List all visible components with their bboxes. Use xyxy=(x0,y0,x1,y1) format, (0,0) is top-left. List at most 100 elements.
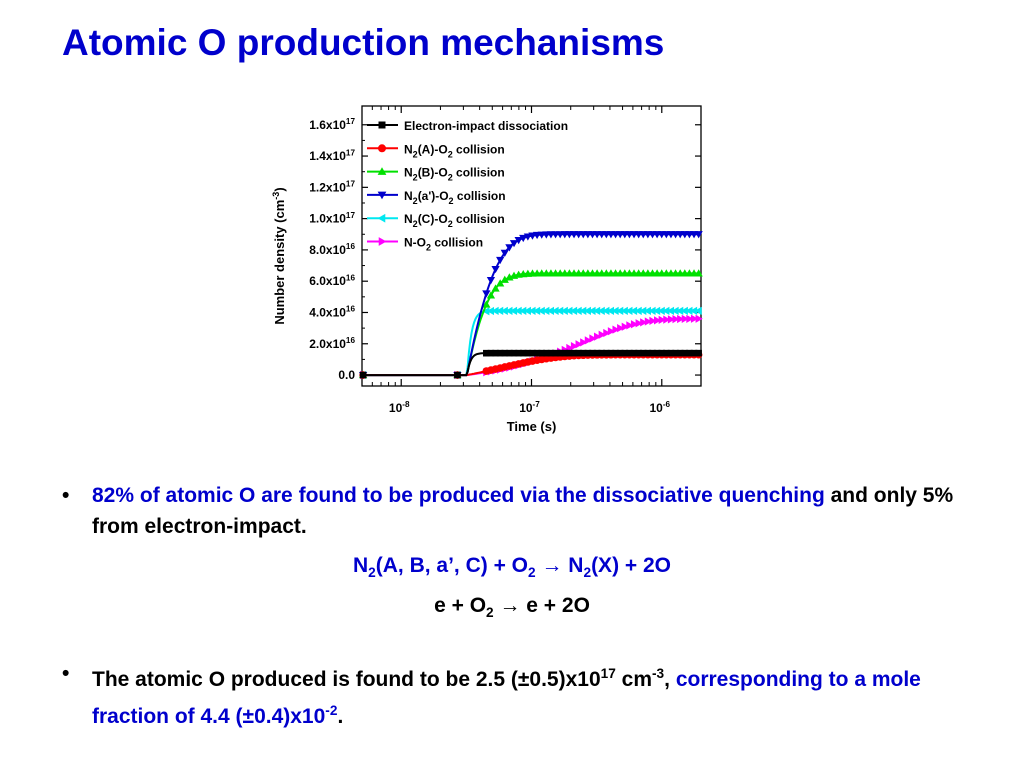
y-tick-label: 1.4x1017 xyxy=(309,148,355,163)
legend-label: N2(a')-O2 collision xyxy=(404,189,506,206)
data-point xyxy=(575,340,583,349)
data-point xyxy=(649,349,656,357)
y-tick-label: 1.2x1017 xyxy=(309,180,355,195)
series-2 xyxy=(358,269,703,379)
text-run: ± xyxy=(242,705,255,728)
data-point xyxy=(491,306,499,316)
legend-entry: Electron-impact dissociation xyxy=(367,119,568,133)
data-point xyxy=(620,306,628,316)
bullet-marker: • xyxy=(62,662,70,685)
legend-entry: N2(B)-O2 collision xyxy=(367,166,505,183)
data-point xyxy=(487,349,495,357)
legend-label: N-O2 collision xyxy=(404,236,483,253)
data-point xyxy=(685,306,693,316)
data-point xyxy=(569,306,578,316)
y-tick-label: 1.0x1017 xyxy=(309,211,355,226)
data-point xyxy=(649,316,657,326)
data-point xyxy=(509,240,519,248)
data-point xyxy=(519,349,527,357)
x-tick-label: 10-6 xyxy=(649,400,670,415)
text-run: , xyxy=(664,668,676,691)
data-point xyxy=(652,306,661,316)
text-run: . xyxy=(337,705,344,728)
data-point xyxy=(598,330,606,339)
data-point xyxy=(505,306,513,316)
data-point xyxy=(556,306,564,316)
data-point xyxy=(543,349,550,357)
data-point xyxy=(570,342,579,351)
text-run: 2 xyxy=(528,565,536,581)
data-point xyxy=(598,349,606,357)
data-point xyxy=(486,277,496,285)
data-point xyxy=(694,306,702,316)
data-point xyxy=(482,300,491,308)
data-point xyxy=(602,306,610,316)
data-point xyxy=(542,306,550,316)
legend-entry: N2(A)-O2 collision xyxy=(367,142,505,159)
legend-label: N2(B)-O2 collision xyxy=(404,166,505,183)
data-point xyxy=(635,349,642,357)
data-point xyxy=(695,314,703,323)
data-point xyxy=(671,306,679,316)
data-point xyxy=(694,231,703,239)
text-run: → N xyxy=(535,554,584,577)
data-point xyxy=(629,306,638,316)
data-point xyxy=(625,306,633,316)
data-point xyxy=(556,349,564,357)
text-run: (A, B, a’, C) + O xyxy=(375,554,529,577)
data-point xyxy=(680,306,688,316)
data-point xyxy=(538,349,546,357)
data-point xyxy=(676,349,684,357)
data-point xyxy=(635,319,643,328)
data-point xyxy=(583,306,591,316)
data-point xyxy=(514,306,522,316)
data-point xyxy=(482,290,491,298)
data-point xyxy=(551,306,559,316)
data-point xyxy=(666,306,675,316)
text-run: N xyxy=(352,554,369,577)
text-run: 82% of atomic O are found to be produced… xyxy=(92,484,825,507)
data-point xyxy=(630,349,638,357)
data-point xyxy=(561,349,569,357)
data-point xyxy=(496,256,505,265)
data-point xyxy=(643,306,651,316)
data-point xyxy=(377,213,386,223)
text-run: 0.4)x10 xyxy=(254,705,326,728)
data-point xyxy=(483,349,490,357)
y-tick-label: 8.0x1016 xyxy=(309,242,355,257)
data-point xyxy=(528,306,536,316)
data-point xyxy=(676,306,684,316)
data-point xyxy=(594,332,602,341)
data-point xyxy=(377,191,387,200)
data-point xyxy=(644,349,652,357)
legend-label: N2(A)-O2 collision xyxy=(404,142,505,159)
text-run: ± xyxy=(517,668,530,691)
text-run: 17 xyxy=(600,666,616,681)
y-axis-label: Number density (cm-3) xyxy=(271,187,287,324)
data-point xyxy=(672,349,679,357)
data-point xyxy=(515,349,522,357)
data-point xyxy=(639,306,647,316)
bullet-atomic-o-result: • The atomic O produced is found to be 2… xyxy=(62,658,982,732)
data-point xyxy=(523,306,531,316)
data-point xyxy=(501,349,509,357)
data-point xyxy=(653,349,661,357)
data-point xyxy=(621,322,629,331)
legend-label: N2(C)-O2 collision xyxy=(404,212,505,229)
data-point xyxy=(491,265,500,274)
data-point xyxy=(566,349,573,357)
data-point xyxy=(584,349,592,357)
y-tick-label: 6.0x1016 xyxy=(309,273,355,288)
data-point xyxy=(570,349,578,357)
data-point xyxy=(658,349,666,357)
data-point xyxy=(657,306,665,316)
data-point xyxy=(686,349,693,357)
data-point xyxy=(611,306,619,316)
data-point xyxy=(500,249,509,257)
y-tick-label: 4.0x1016 xyxy=(309,305,355,320)
data-point xyxy=(603,328,611,338)
text-run: corresponding to a mole fraction of 4.4 … xyxy=(92,668,921,728)
data-point xyxy=(648,306,656,316)
data-point xyxy=(565,306,573,316)
data-point xyxy=(681,349,689,357)
